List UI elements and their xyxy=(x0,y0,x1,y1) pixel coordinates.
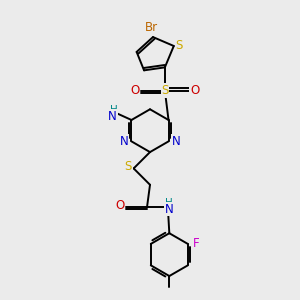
Text: H: H xyxy=(110,105,118,115)
Text: N: N xyxy=(120,135,128,148)
Text: S: S xyxy=(176,39,183,52)
Text: O: O xyxy=(115,199,124,212)
Text: O: O xyxy=(190,84,199,97)
Text: O: O xyxy=(130,84,140,97)
Text: H: H xyxy=(165,198,173,208)
Text: Br: Br xyxy=(145,21,158,34)
Text: N: N xyxy=(165,202,174,216)
Text: F: F xyxy=(193,237,200,250)
Text: S: S xyxy=(161,84,169,97)
Text: N: N xyxy=(108,110,116,123)
Text: S: S xyxy=(124,160,132,173)
Text: N: N xyxy=(172,135,180,148)
